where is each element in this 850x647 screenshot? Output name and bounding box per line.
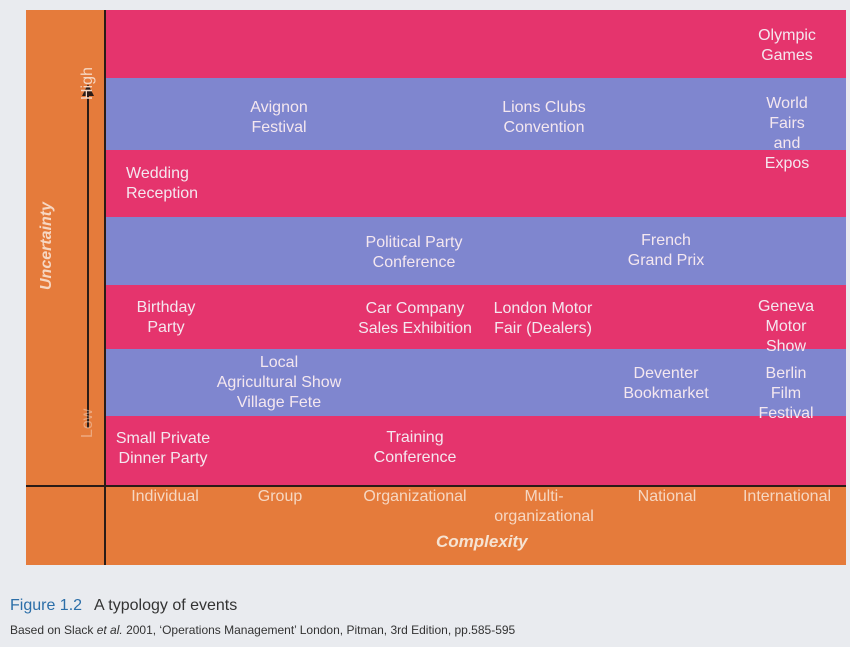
x-tick-label: Group — [257, 488, 303, 505]
x-tick-label: Individual — [131, 488, 199, 505]
event-label: Deventer Bookmarket — [623, 365, 709, 402]
figure-title: A typology of events — [94, 597, 238, 614]
x-tick-label: National — [637, 488, 697, 505]
y-axis-high-label: High — [79, 67, 96, 100]
event-label: Lions Clubs Convention — [502, 99, 586, 136]
y-axis-title: Uncertainty — [38, 201, 55, 290]
event-label: French Grand Prix — [627, 232, 705, 269]
x-tick-label: International — [742, 488, 832, 505]
band-2 — [106, 78, 846, 150]
x-tick-label: Organizational — [363, 488, 467, 505]
event-label: Geneva Motor Show — [757, 298, 815, 355]
x-tick-label: Multi- organizational — [494, 488, 594, 525]
event-label: Berlin Film Festival — [758, 365, 814, 422]
y-axis-low-label: Low — [79, 408, 96, 438]
event-label: Training Conference — [373, 429, 457, 466]
band-6 — [106, 349, 846, 416]
figure-number: Figure 1.2 — [10, 597, 83, 614]
x-axis-title: Complexity — [436, 532, 528, 551]
figure-caption: Figure 1.2 A typology of events — [10, 597, 237, 615]
source-prefix: Based on Slack — [10, 623, 97, 637]
band-7 — [106, 416, 846, 485]
band-1 — [106, 10, 846, 78]
event-label: Local Agricultural Show Village Fete — [216, 354, 342, 411]
event-label: Wedding Reception — [126, 165, 199, 202]
y-axis-line — [104, 10, 106, 565]
event-label: Small Private Dinner Party — [115, 430, 211, 467]
figure-source: Based on Slack et al. 2001, ‘Operations … — [10, 623, 515, 637]
event-label: London Motor Fair (Dealers) — [493, 300, 593, 337]
event-label: Birthday Party — [136, 299, 196, 336]
source-rest: 2001, ‘Operations Management’ London, Pi… — [122, 623, 516, 637]
event-label: Political Party Conference — [365, 234, 463, 271]
uncertainty-arrow-icon — [82, 84, 94, 428]
band-4 — [106, 217, 846, 285]
event-label: Olympic Games — [758, 27, 816, 64]
event-typology-figure: High Low Uncertainty Olympic Games Avign… — [26, 10, 846, 565]
band-5 — [106, 285, 846, 349]
event-label: Car Company Sales Exhibition — [358, 300, 472, 337]
event-label: World Fairs and Expos — [764, 95, 810, 172]
source-etal: et al. — [96, 623, 123, 637]
band-3 — [106, 150, 846, 217]
event-label: Avignon Festival — [250, 99, 308, 136]
x-axis-line — [26, 485, 846, 487]
